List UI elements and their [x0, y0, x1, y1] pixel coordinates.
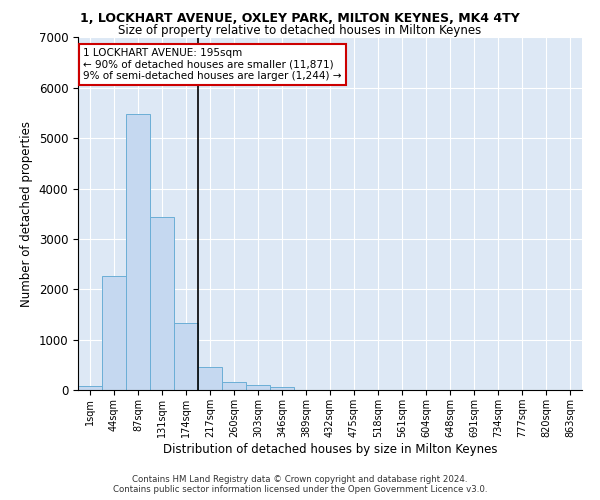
- Bar: [246, 386, 270, 390]
- X-axis label: Distribution of detached houses by size in Milton Keynes: Distribution of detached houses by size …: [163, 442, 497, 456]
- Bar: [270, 388, 294, 390]
- Text: Contains HM Land Registry data © Crown copyright and database right 2024.
Contai: Contains HM Land Registry data © Crown c…: [113, 474, 487, 494]
- Y-axis label: Number of detached properties: Number of detached properties: [20, 120, 33, 306]
- Text: 1 LOCKHART AVENUE: 195sqm
← 90% of detached houses are smaller (11,871)
9% of se: 1 LOCKHART AVENUE: 195sqm ← 90% of detac…: [83, 48, 341, 82]
- Text: 1, LOCKHART AVENUE, OXLEY PARK, MILTON KEYNES, MK4 4TY: 1, LOCKHART AVENUE, OXLEY PARK, MILTON K…: [80, 12, 520, 26]
- Text: Size of property relative to detached houses in Milton Keynes: Size of property relative to detached ho…: [118, 24, 482, 37]
- Bar: [222, 382, 246, 390]
- Bar: [150, 218, 174, 390]
- Bar: [198, 367, 222, 390]
- Bar: [78, 386, 102, 390]
- Bar: [102, 276, 126, 390]
- Bar: [174, 323, 198, 390]
- Bar: [126, 114, 150, 390]
